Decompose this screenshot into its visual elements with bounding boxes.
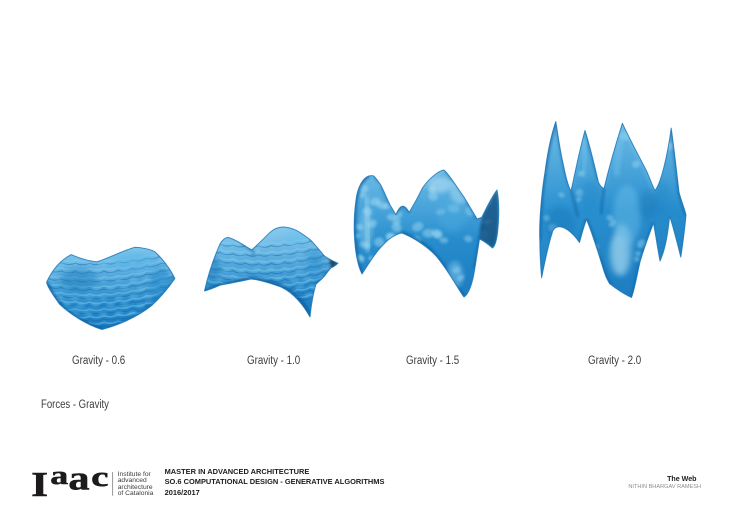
svg-text:I: I: [31, 465, 48, 504]
svg-text:c: c: [91, 462, 108, 493]
svg-text:a: a: [68, 461, 90, 498]
svg-text:a: a: [50, 460, 68, 490]
